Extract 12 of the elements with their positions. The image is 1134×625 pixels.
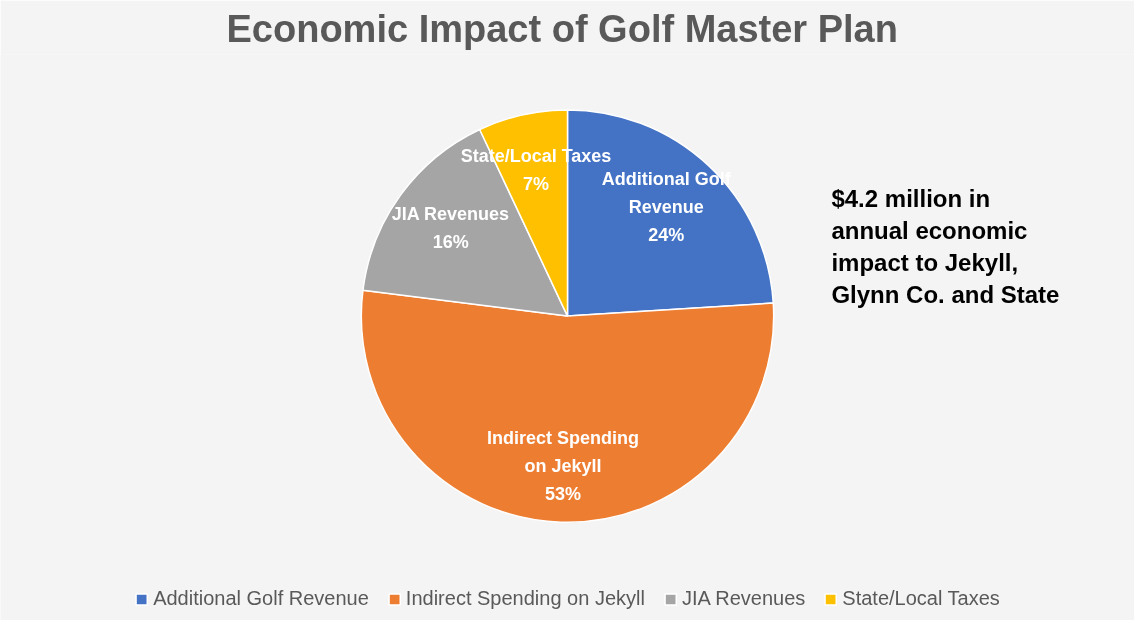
data-label: 7% (523, 173, 550, 194)
slice-label: Indirect Spending on Jekyll (486, 428, 639, 477)
data-label: 16% (432, 231, 469, 252)
data-label: 24% (648, 224, 685, 245)
legend-label: State/Local Taxes (842, 587, 1000, 610)
slice-label: JIA Revenues (391, 203, 510, 224)
data-label: 53% (544, 483, 581, 504)
chart-title: Economic Impact of Golf Master Plan (226, 7, 898, 50)
legend-label: Indirect Spending on Jekyll (405, 587, 645, 610)
legend-label: Additional Golf Revenue (153, 587, 369, 610)
text: $4.2 million in annual economic impact to Jekyll, Glynn Co. and State (831, 184, 1060, 309)
legend-label: JIA Revenues (681, 587, 806, 610)
